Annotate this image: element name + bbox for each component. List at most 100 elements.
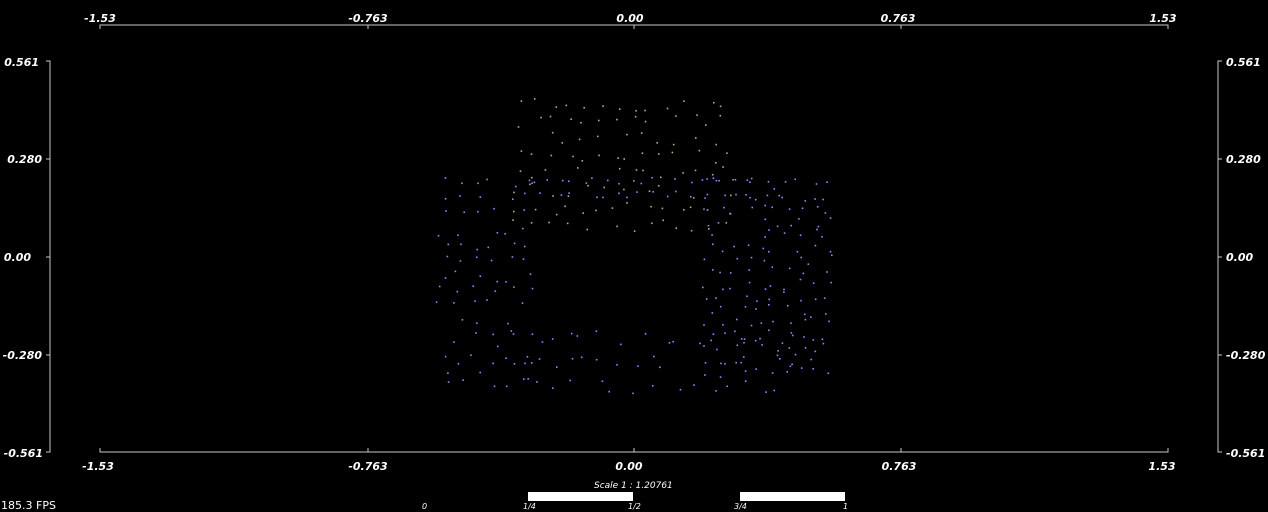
point-right-wall — [747, 244, 750, 247]
point-right-wall — [705, 298, 708, 300]
point-rear-surface — [635, 110, 637, 112]
point-bottom-floor — [781, 342, 784, 344]
point-bottom-floor — [523, 378, 525, 380]
top-x-axis — [99, 24, 1169, 29]
point-left-wall — [493, 385, 496, 388]
point-right-wall — [798, 218, 800, 220]
point-bottom-floor — [538, 358, 541, 360]
point-right-wall — [736, 344, 739, 347]
point-right-wall — [704, 374, 706, 376]
point-right-wall — [777, 350, 779, 352]
point-rear-surface — [583, 106, 585, 109]
left-y-tick-label: -0.280 — [3, 349, 43, 362]
point-left-wall — [444, 198, 447, 200]
point-left-wall — [447, 372, 449, 374]
point-rear-surface — [642, 169, 644, 172]
point-right-wall — [744, 370, 747, 372]
bottom-x-tick-label: -1.53 — [82, 460, 114, 473]
point-rear-surface — [666, 107, 669, 110]
point-left-wall — [460, 243, 462, 246]
point-rear-surface — [572, 155, 574, 158]
point-top-ridge — [652, 191, 654, 193]
point-bottom-floor — [570, 332, 573, 335]
point-left-wall — [492, 333, 494, 336]
point-rear-surface — [544, 169, 547, 171]
point-rear-surface — [657, 185, 660, 187]
point-top-ridge — [701, 179, 704, 181]
point-rear-surface — [657, 153, 660, 155]
point-rear-surface — [529, 183, 531, 186]
point-bottom-floor — [595, 358, 598, 361]
point-rear-surface — [660, 176, 662, 179]
point-right-wall — [814, 244, 817, 247]
point-right-wall — [769, 285, 772, 287]
point-right-wall — [781, 196, 783, 199]
point-bottom-floor — [693, 384, 695, 386]
point-right-wall — [748, 281, 751, 284]
point-bottom-floor — [720, 362, 722, 365]
scale-bar-segment — [740, 492, 845, 501]
point-top-ridge — [626, 196, 628, 199]
point-rear-surface — [617, 157, 619, 159]
point-bottom-floor — [512, 333, 515, 335]
bottom-x-tick-label: 0.00 — [615, 460, 642, 473]
point-right-wall — [817, 225, 820, 228]
point-bottom-floor — [601, 380, 604, 383]
point-right-wall — [831, 254, 833, 257]
left-y-tick-label: 0.561 — [4, 56, 39, 69]
point-top-ridge — [750, 177, 753, 180]
point-left-wall — [493, 207, 495, 210]
point-rear-surface — [582, 212, 584, 214]
point-rear-surface — [626, 133, 628, 136]
point-top-ridge — [767, 181, 770, 183]
point-bottom-floor — [580, 356, 583, 359]
point-bottom-floor — [779, 358, 781, 360]
point-left-wall — [523, 245, 526, 248]
point-right-wall — [772, 320, 774, 323]
point-rear-surface — [566, 222, 569, 225]
point-right-wall — [826, 181, 828, 183]
point-rear-surface — [577, 167, 579, 169]
point-rear-surface — [555, 106, 558, 108]
point-right-wall — [810, 316, 812, 318]
point-rear-surface — [634, 115, 637, 118]
point-rear-surface — [672, 143, 675, 146]
point-top-ridge — [561, 179, 564, 182]
point-top-ridge — [734, 178, 737, 181]
point-rear-surface — [671, 151, 674, 154]
point-right-wall — [801, 207, 804, 210]
point-bottom-floor — [651, 385, 654, 387]
point-left-wall — [477, 210, 479, 213]
point-right-wall — [750, 324, 753, 327]
top-x-tick-label: 0.00 — [616, 12, 643, 25]
point-rear-surface — [611, 207, 614, 209]
point-top-ridge — [602, 196, 604, 199]
point-bottom-floor — [608, 390, 610, 393]
point-top-ridge — [568, 192, 570, 194]
point-right-wall — [799, 234, 802, 236]
point-right-wall — [799, 278, 802, 281]
point-right-wall — [794, 178, 796, 181]
point-rear-surface — [564, 205, 566, 208]
point-bottom-floor — [536, 381, 538, 383]
point-right-wall — [776, 354, 779, 357]
point-rear-surface — [551, 131, 554, 134]
point-top-ridge — [546, 179, 548, 181]
point-top-ridge — [745, 194, 747, 196]
point-rear-surface — [533, 98, 536, 100]
point-rear-surface — [520, 100, 523, 102]
scale-tick-label: 3/4 — [734, 502, 747, 511]
point-right-wall — [721, 250, 724, 253]
point-right-wall — [815, 183, 818, 185]
point-rear-surface — [565, 104, 568, 107]
point-rear-surface — [597, 135, 599, 138]
point-right-wall — [814, 298, 817, 301]
point-rear-surface — [587, 184, 589, 187]
point-right-wall — [755, 308, 757, 310]
point-left-wall — [512, 198, 514, 200]
point-right-wall — [771, 372, 774, 374]
point-left-wall — [490, 259, 493, 262]
point-right-wall — [829, 250, 832, 253]
point-right-wall — [717, 222, 720, 224]
